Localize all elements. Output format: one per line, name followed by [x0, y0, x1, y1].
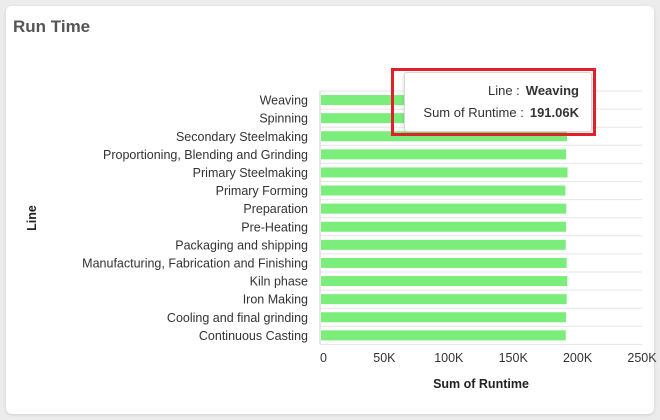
bar-2 [321, 131, 568, 142]
bar-8 [321, 239, 566, 250]
chart-title: Run Time [13, 17, 91, 36]
category-label: Weaving [260, 94, 308, 108]
bar-4 [321, 167, 568, 178]
x-tick-label: 0 [320, 351, 327, 365]
bar-3 [321, 149, 567, 160]
y-axis-title: Line [25, 205, 39, 231]
tooltip-line-row: Line : Weaving [488, 83, 579, 98]
x-tick-label: 250K [627, 351, 657, 365]
tooltip-line-value: Weaving [525, 83, 579, 98]
category-label: Manufacturing, Fabrication and Finishing [82, 256, 308, 270]
category-label: Iron Making [243, 293, 308, 307]
category-label: Pre-Heating [241, 220, 308, 234]
category-label: Primary Forming [216, 184, 308, 198]
tooltip-runtime-row: Sum of Runtime : 191.06K [423, 105, 579, 120]
category-label: Primary Steelmaking [193, 166, 308, 180]
bar-6 [321, 203, 567, 214]
category-label: Cooling and final grinding [167, 311, 308, 325]
bar-12 [321, 312, 567, 323]
chart-tooltip: Line : Weaving Sum of Runtime : 191.06K [404, 72, 592, 132]
bar-5 [321, 185, 566, 196]
category-label: Packaging and shipping [175, 238, 308, 252]
bar-7 [321, 221, 567, 232]
category-label: Spinning [259, 112, 308, 126]
x-tick-label: 100K [434, 351, 464, 365]
category-label: Continuous Casting [199, 329, 308, 343]
bar-13 [321, 330, 566, 341]
category-label: Preparation [243, 202, 308, 216]
bar-9 [321, 257, 567, 268]
x-tick-label: 200K [563, 351, 593, 365]
category-label: Kiln phase [250, 275, 308, 289]
tooltip-line-key: Line : [487, 83, 520, 98]
x-tick-label: 50K [373, 351, 396, 365]
tooltip-runtime-key: Sum of Runtime : [423, 105, 524, 120]
x-tick-label: 150K [499, 351, 529, 365]
category-label: Secondary Steelmaking [176, 130, 308, 144]
tooltip-runtime-value: 191.06K [529, 105, 579, 120]
category-label: Proportioning, Blending and Grinding [103, 148, 308, 162]
x-axis-title: Sum of Runtime [433, 377, 529, 391]
bar-10 [321, 276, 568, 287]
bar-11 [321, 294, 567, 305]
tooltip-highlight-box [391, 68, 596, 136]
